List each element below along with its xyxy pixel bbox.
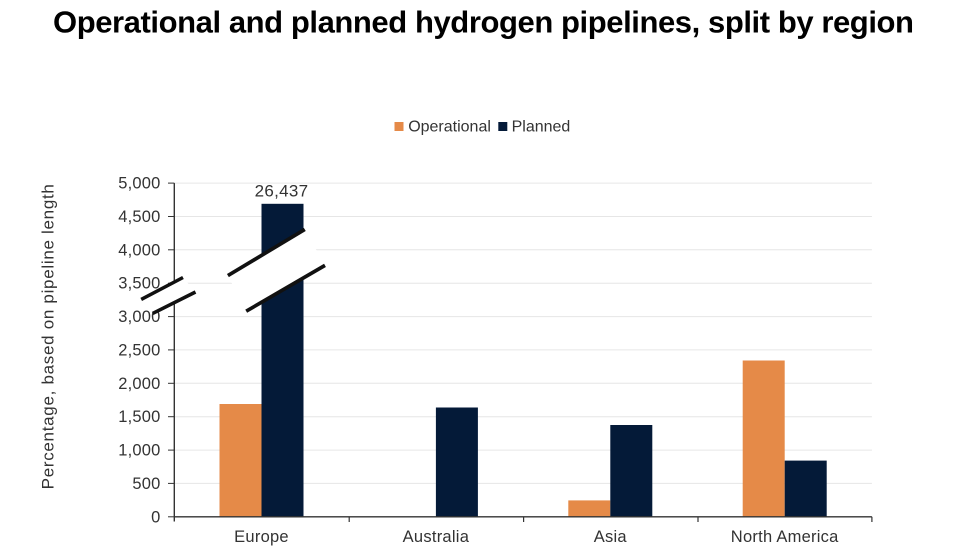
svg-text:Operational: Operational — [408, 119, 491, 136]
svg-text:Operational and planned hydrog: Operational and planned hydrogen pipelin… — [53, 5, 914, 40]
svg-text:Europe: Europe — [234, 528, 289, 546]
svg-text:4,000: 4,000 — [118, 241, 160, 259]
svg-text:Asia: Asia — [594, 528, 628, 546]
svg-text:0: 0 — [151, 508, 160, 526]
svg-text:Percentage, based on pipeline: Percentage, based on pipeline length — [39, 183, 58, 489]
svg-text:North America: North America — [731, 528, 839, 546]
svg-text:1,000: 1,000 — [118, 442, 160, 460]
svg-text:26,437: 26,437 — [255, 181, 309, 200]
svg-text:1,500: 1,500 — [118, 408, 160, 426]
svg-text:2,000: 2,000 — [118, 375, 160, 393]
svg-text:3,000: 3,000 — [118, 308, 160, 326]
svg-text:Australia: Australia — [403, 528, 470, 546]
svg-text:4,500: 4,500 — [118, 208, 160, 226]
svg-text:2,500: 2,500 — [118, 341, 160, 359]
svg-text:Planned: Planned — [512, 119, 571, 136]
svg-text:5,000: 5,000 — [118, 175, 160, 193]
svg-text:3,500: 3,500 — [118, 275, 160, 293]
svg-text:500: 500 — [132, 475, 160, 493]
